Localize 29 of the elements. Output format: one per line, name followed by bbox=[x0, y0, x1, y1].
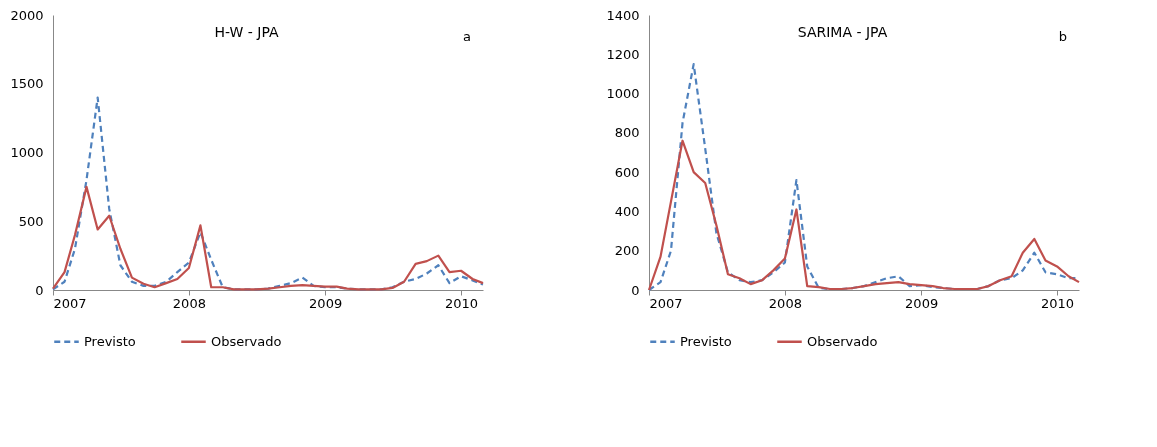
y-tick-label: 0 bbox=[35, 282, 44, 298]
y-tick-label: 1400 bbox=[606, 7, 640, 23]
y-tick-label: 1500 bbox=[10, 76, 44, 92]
x-tick-label: 2010 bbox=[1040, 295, 1075, 311]
y-tick-label: 500 bbox=[18, 213, 44, 229]
x-tick-label: 2008 bbox=[172, 295, 206, 311]
x-tick-label: 2007 bbox=[53, 295, 87, 311]
y-tick-label: 1200 bbox=[606, 46, 640, 62]
x-tick-label: 2008 bbox=[768, 295, 802, 311]
y-tick-label: 800 bbox=[614, 125, 640, 141]
x-tick-label: 2009 bbox=[309, 295, 343, 311]
y-tick-label: 200 bbox=[614, 243, 640, 259]
annotation: a bbox=[463, 29, 471, 44]
y-tick-label: 2000 bbox=[10, 7, 44, 23]
annotation: b bbox=[1058, 29, 1067, 44]
legend-label: Previsto bbox=[84, 333, 136, 349]
x-tick-label: 2010 bbox=[444, 295, 479, 311]
y-tick-label: 1000 bbox=[10, 145, 44, 160]
legend-label: Observado bbox=[211, 333, 282, 349]
legend-label: Previsto bbox=[680, 333, 732, 349]
text: SARIMA - JPA bbox=[797, 24, 888, 40]
legend-label: Observado bbox=[807, 333, 878, 349]
y-tick-label: 0 bbox=[631, 282, 640, 298]
y-tick-label: 400 bbox=[614, 203, 640, 219]
text: H-W - JPA bbox=[214, 24, 279, 40]
x-tick-label: 2009 bbox=[905, 295, 939, 311]
x-tick-label: 2007 bbox=[649, 295, 683, 311]
y-tick-label: 1000 bbox=[606, 86, 640, 102]
y-tick-label: 600 bbox=[614, 164, 640, 180]
